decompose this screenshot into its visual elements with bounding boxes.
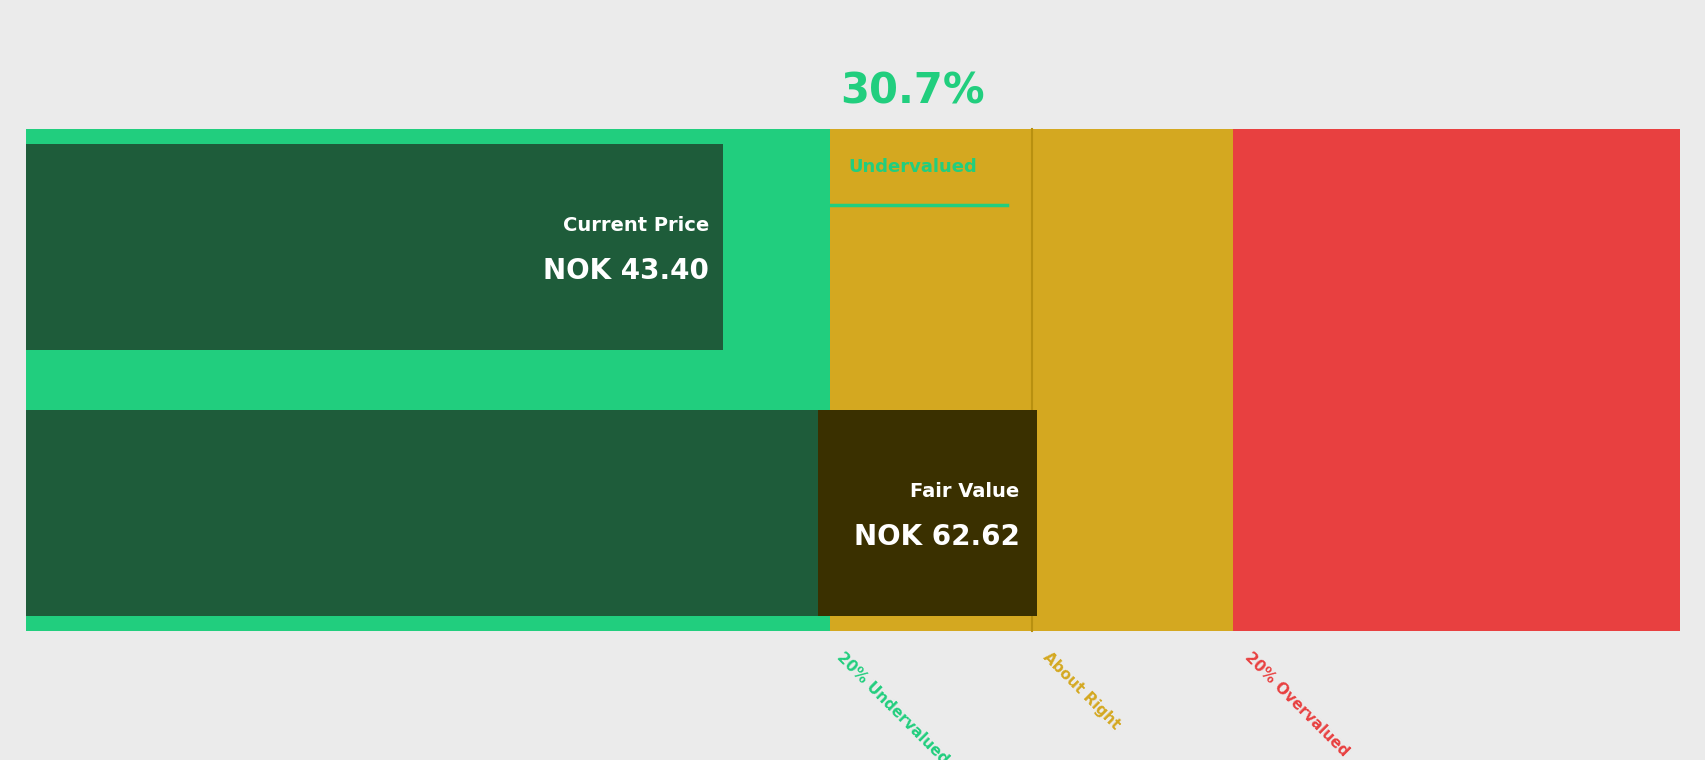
Text: 20% Overvalued: 20% Overvalued: [1241, 650, 1350, 759]
Text: Current Price: Current Price: [563, 217, 709, 236]
Text: Undervalued: Undervalued: [847, 158, 977, 176]
Text: NOK 43.40: NOK 43.40: [542, 258, 709, 286]
Text: About Right: About Right: [1040, 650, 1122, 733]
Text: 30.7%: 30.7%: [841, 70, 984, 112]
Bar: [818, 410, 1037, 616]
Bar: [830, 129, 1032, 631]
Bar: [1032, 129, 1233, 631]
Text: 20% Undervalued: 20% Undervalued: [834, 650, 951, 760]
Bar: [26, 410, 1032, 616]
Text: Fair Value: Fair Value: [910, 482, 1020, 501]
Bar: [1233, 129, 1679, 631]
Bar: [26, 144, 723, 350]
Text: NOK 62.62: NOK 62.62: [852, 523, 1020, 551]
Bar: [26, 129, 830, 631]
